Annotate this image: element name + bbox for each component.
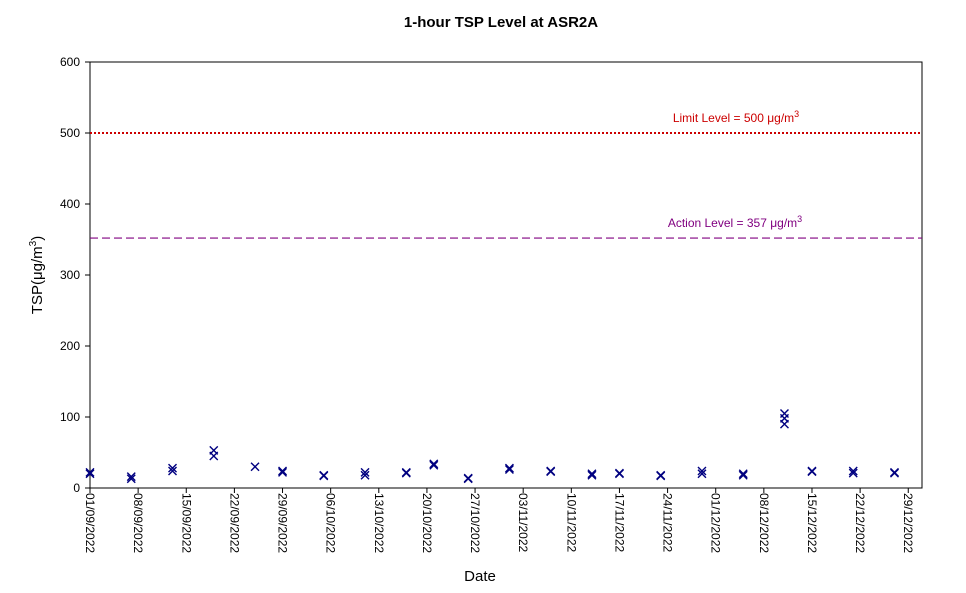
data-point [126,472,136,482]
y-axis: 0 100 200 300 400 500 600 [60,55,90,495]
chart-title: 1-hour TSP Level at ASR2A [404,14,598,31]
data-point [504,463,514,473]
x-axis: 01/09/2022 08/09/2022 15/09/2022 22/09/2022… [83,488,915,553]
x-tick-label: 06/10/2022 [324,493,338,553]
data-point [278,466,288,476]
x-tick-label: 22/09/2022 [227,493,241,553]
x-tick-label: 13/10/2022 [372,493,386,553]
x-tick-label: 24/11/2022 [661,493,675,552]
data-point [697,469,707,479]
data-point [429,460,439,470]
data-point [429,459,439,469]
data-point [848,466,858,476]
data-point [890,468,899,478]
x-tick-label: 22/12/2022 [853,493,867,553]
data-point [656,471,666,481]
data-point [319,471,329,481]
data-point [168,466,178,476]
data-point [463,474,473,484]
y-tick-label: 400 [60,197,80,211]
y-tick-label: 200 [60,339,80,353]
x-tick-label: 15/09/2022 [179,493,193,553]
x-tick-label: 01/09/2022 [83,493,97,553]
x-tick-label: 15/12/2022 [805,493,819,553]
x-tick-label: 29/09/2022 [276,493,290,553]
data-points [85,408,899,484]
x-tick-label: 08/12/2022 [757,493,771,553]
limit-level-label: Limit Level = 500 μg/m3 [673,109,799,125]
data-point [504,465,514,475]
action-level-label: Action Level = 357 μg/m3 [668,214,802,230]
y-tick-label: 300 [60,268,80,282]
data-point [697,466,707,476]
y-tick-label: 100 [60,410,80,424]
data-point [807,467,817,477]
x-tick-label: 20/10/2022 [420,493,434,553]
x-tick-label: 01/12/2022 [709,493,723,553]
data-point [587,469,597,479]
data-point [738,470,748,480]
data-point [360,470,370,480]
data-point [278,467,288,477]
data-point [848,468,858,478]
plot-area [89,61,923,489]
data-point [614,469,624,479]
y-tick-label: 0 [73,481,80,495]
data-point [209,451,219,461]
data-point [360,467,370,477]
reference-lines: Limit Level = 500 μg/m3 Action Level = 35… [90,109,922,239]
data-point [779,419,789,429]
data-point [546,467,556,477]
x-tick-label: 17/11/2022 [612,493,626,552]
x-axis-title: Date [464,568,496,585]
x-tick-label: 29/12/2022 [901,493,915,553]
y-tick-label: 500 [60,126,80,140]
data-point [126,474,136,484]
x-tick-label: 10/11/2022 [564,493,578,552]
data-point [85,467,95,477]
x-tick-label: 08/09/2022 [131,493,145,553]
data-point [250,462,260,472]
y-tick-label: 600 [60,55,80,69]
y-axis-title: TSP(μg/m3) [28,236,46,314]
x-tick-label: 03/11/2022 [516,493,530,552]
x-tick-label: 27/10/2022 [468,493,482,553]
data-point [738,469,748,479]
data-point [587,470,597,480]
data-point [168,463,178,473]
data-point [85,469,95,479]
data-point [401,468,411,478]
